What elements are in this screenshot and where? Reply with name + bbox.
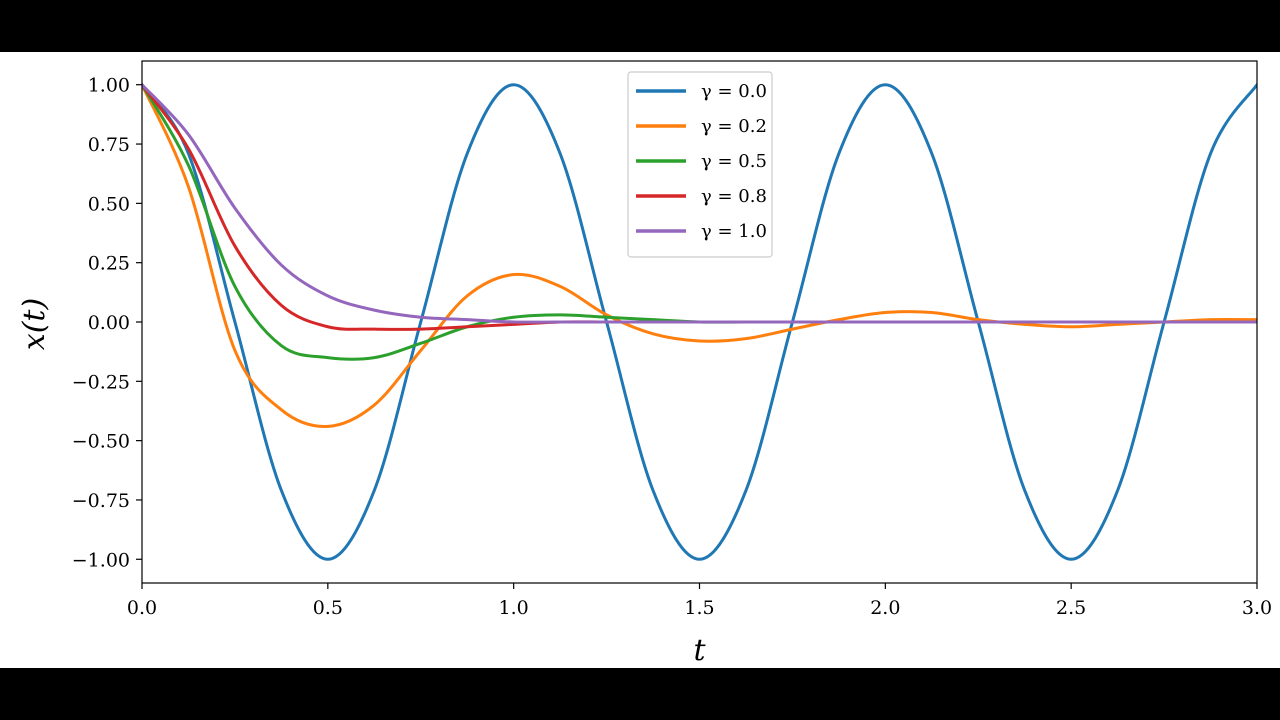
x-tick-label: 3.0: [1242, 597, 1272, 619]
x-tick-label: 1.0: [499, 597, 529, 619]
legend-entry-4: γ = 1.0: [701, 221, 767, 242]
y-tick-label: −0.50: [72, 431, 130, 453]
legend-box: [627, 71, 773, 258]
y-tick-label: 0.00: [88, 312, 130, 334]
legend-entry-0: γ = 0.0: [701, 81, 767, 102]
y-tick-label: 0.75: [88, 134, 130, 156]
y-tick-label: 0.50: [88, 193, 130, 215]
y-tick-label: 1.00: [88, 75, 130, 97]
x-tick-label: 2.5: [1056, 597, 1086, 619]
x-tick-label: 2.0: [870, 597, 900, 619]
x-axis-label: t: [693, 633, 706, 668]
y-axis: 1.00 0.75 0.50 0.25 0.00 −0.25 −0.50 −0.75 −1.00: [72, 75, 142, 571]
series-line-0: [142, 83, 1257, 561]
x-tick-label: 0.5: [313, 597, 343, 619]
letterbox-bottom: [0, 668, 1280, 720]
legend-entry-1: γ = 0.2: [701, 116, 767, 137]
y-tick-label: −0.25: [72, 371, 130, 393]
x-tick-label: 0.0: [127, 597, 157, 619]
letterbox-top: [0, 0, 1280, 52]
x-axis: 0.0 0.5 1.0 1.5 2.0 2.5 3.0: [127, 583, 1272, 619]
y-tick-label: −0.75: [72, 490, 130, 512]
series-layer: [142, 83, 1257, 561]
y-tick-label: 0.25: [88, 253, 130, 275]
legend: γ = 0.0 γ = 0.2 γ = 0.5 γ = 0.8 γ = 1.0: [627, 71, 773, 258]
legend-entry-3: γ = 0.8: [701, 186, 767, 207]
y-tick-label: −1.00: [72, 549, 130, 571]
x-tick-label: 1.5: [684, 597, 714, 619]
legend-entry-2: γ = 0.5: [701, 151, 767, 172]
series-line-1: [142, 83, 1257, 428]
series-line-4: [142, 83, 1257, 324]
y-axis-label: x(t): [17, 298, 52, 350]
